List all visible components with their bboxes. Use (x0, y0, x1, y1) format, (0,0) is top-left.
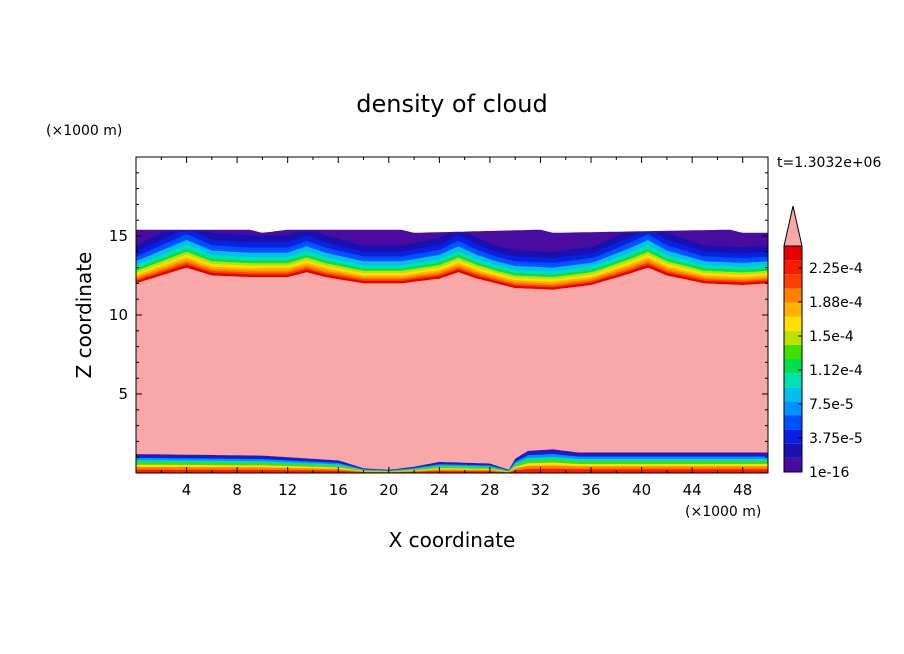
x-tick-label: 16 (329, 481, 348, 499)
colorbar-segment (784, 260, 802, 275)
x-tick-label: 8 (232, 481, 242, 499)
colorbar-segment (784, 302, 802, 317)
colorbar-segment (784, 415, 802, 430)
colorbar-label: 1.5e-4 (809, 329, 854, 345)
colorbar-segment (784, 344, 802, 359)
x-axis: 4 8 12 16 20 24 28 32 36 40 44 48 (160, 157, 752, 499)
colorbar-segment (784, 288, 802, 303)
colorbar-label: 1.88e-4 (809, 295, 863, 311)
x-tick-label: 20 (379, 481, 398, 499)
y-tick-label: 10 (109, 306, 128, 324)
x-tick-label: 44 (683, 481, 702, 499)
x-axis-unit: (×1000 m) (685, 504, 761, 520)
y-axis-unit: (×1000 m) (46, 123, 122, 139)
y-axis-title: Z coordinate (72, 252, 96, 379)
x-tick-label: 28 (480, 481, 499, 499)
x-tick-label: 32 (531, 481, 550, 499)
cloud-base-band-7 (136, 468, 768, 473)
x-tick-label: 36 (581, 481, 600, 499)
y-tick-label: 5 (118, 385, 128, 403)
colorbar-segment (784, 373, 802, 388)
colorbar-frame (783, 245, 803, 473)
y-tick-label: 15 (109, 227, 128, 245)
x-tick-label: 48 (733, 481, 752, 499)
x-tick-label: 24 (430, 481, 449, 499)
colorbar-segment (784, 443, 802, 458)
y-axis: 5 10 15 (109, 172, 768, 458)
colorbar-label: 2.25e-4 (809, 261, 863, 277)
x-tick-label: 40 (632, 481, 651, 499)
colorbar-extend-max (783, 205, 803, 247)
x-tick-label: 12 (278, 481, 297, 499)
colorbar-segment (784, 457, 802, 472)
colorbar-label: 3.75e-5 (809, 431, 863, 447)
colorbar-segment (784, 246, 802, 261)
x-axis-title: X coordinate (389, 528, 516, 552)
plot-area (136, 229, 768, 473)
colorbar-segment (784, 274, 802, 289)
colorbar-label: 7.5e-5 (809, 397, 854, 413)
colorbar-segment (784, 387, 802, 402)
colorbar-segment (784, 330, 802, 345)
x-tick-label: 4 (182, 481, 192, 499)
time-label: t=1.3032e+06 (777, 155, 881, 171)
colorbar-segment (784, 401, 802, 416)
cloud-core-region (136, 267, 768, 470)
colorbar: 2.25e-4 1.88e-4 1.5e-4 1.12e-4 7.5e-5 3.75e-5… (783, 205, 863, 481)
colorbar-segment (784, 429, 802, 444)
chart-title: density of cloud (356, 90, 547, 118)
colorbar-segment (784, 359, 802, 374)
colorbar-segment (784, 316, 802, 331)
colorbar-label: 1e-16 (809, 465, 849, 481)
colorbar-label: 1.12e-4 (809, 363, 863, 379)
